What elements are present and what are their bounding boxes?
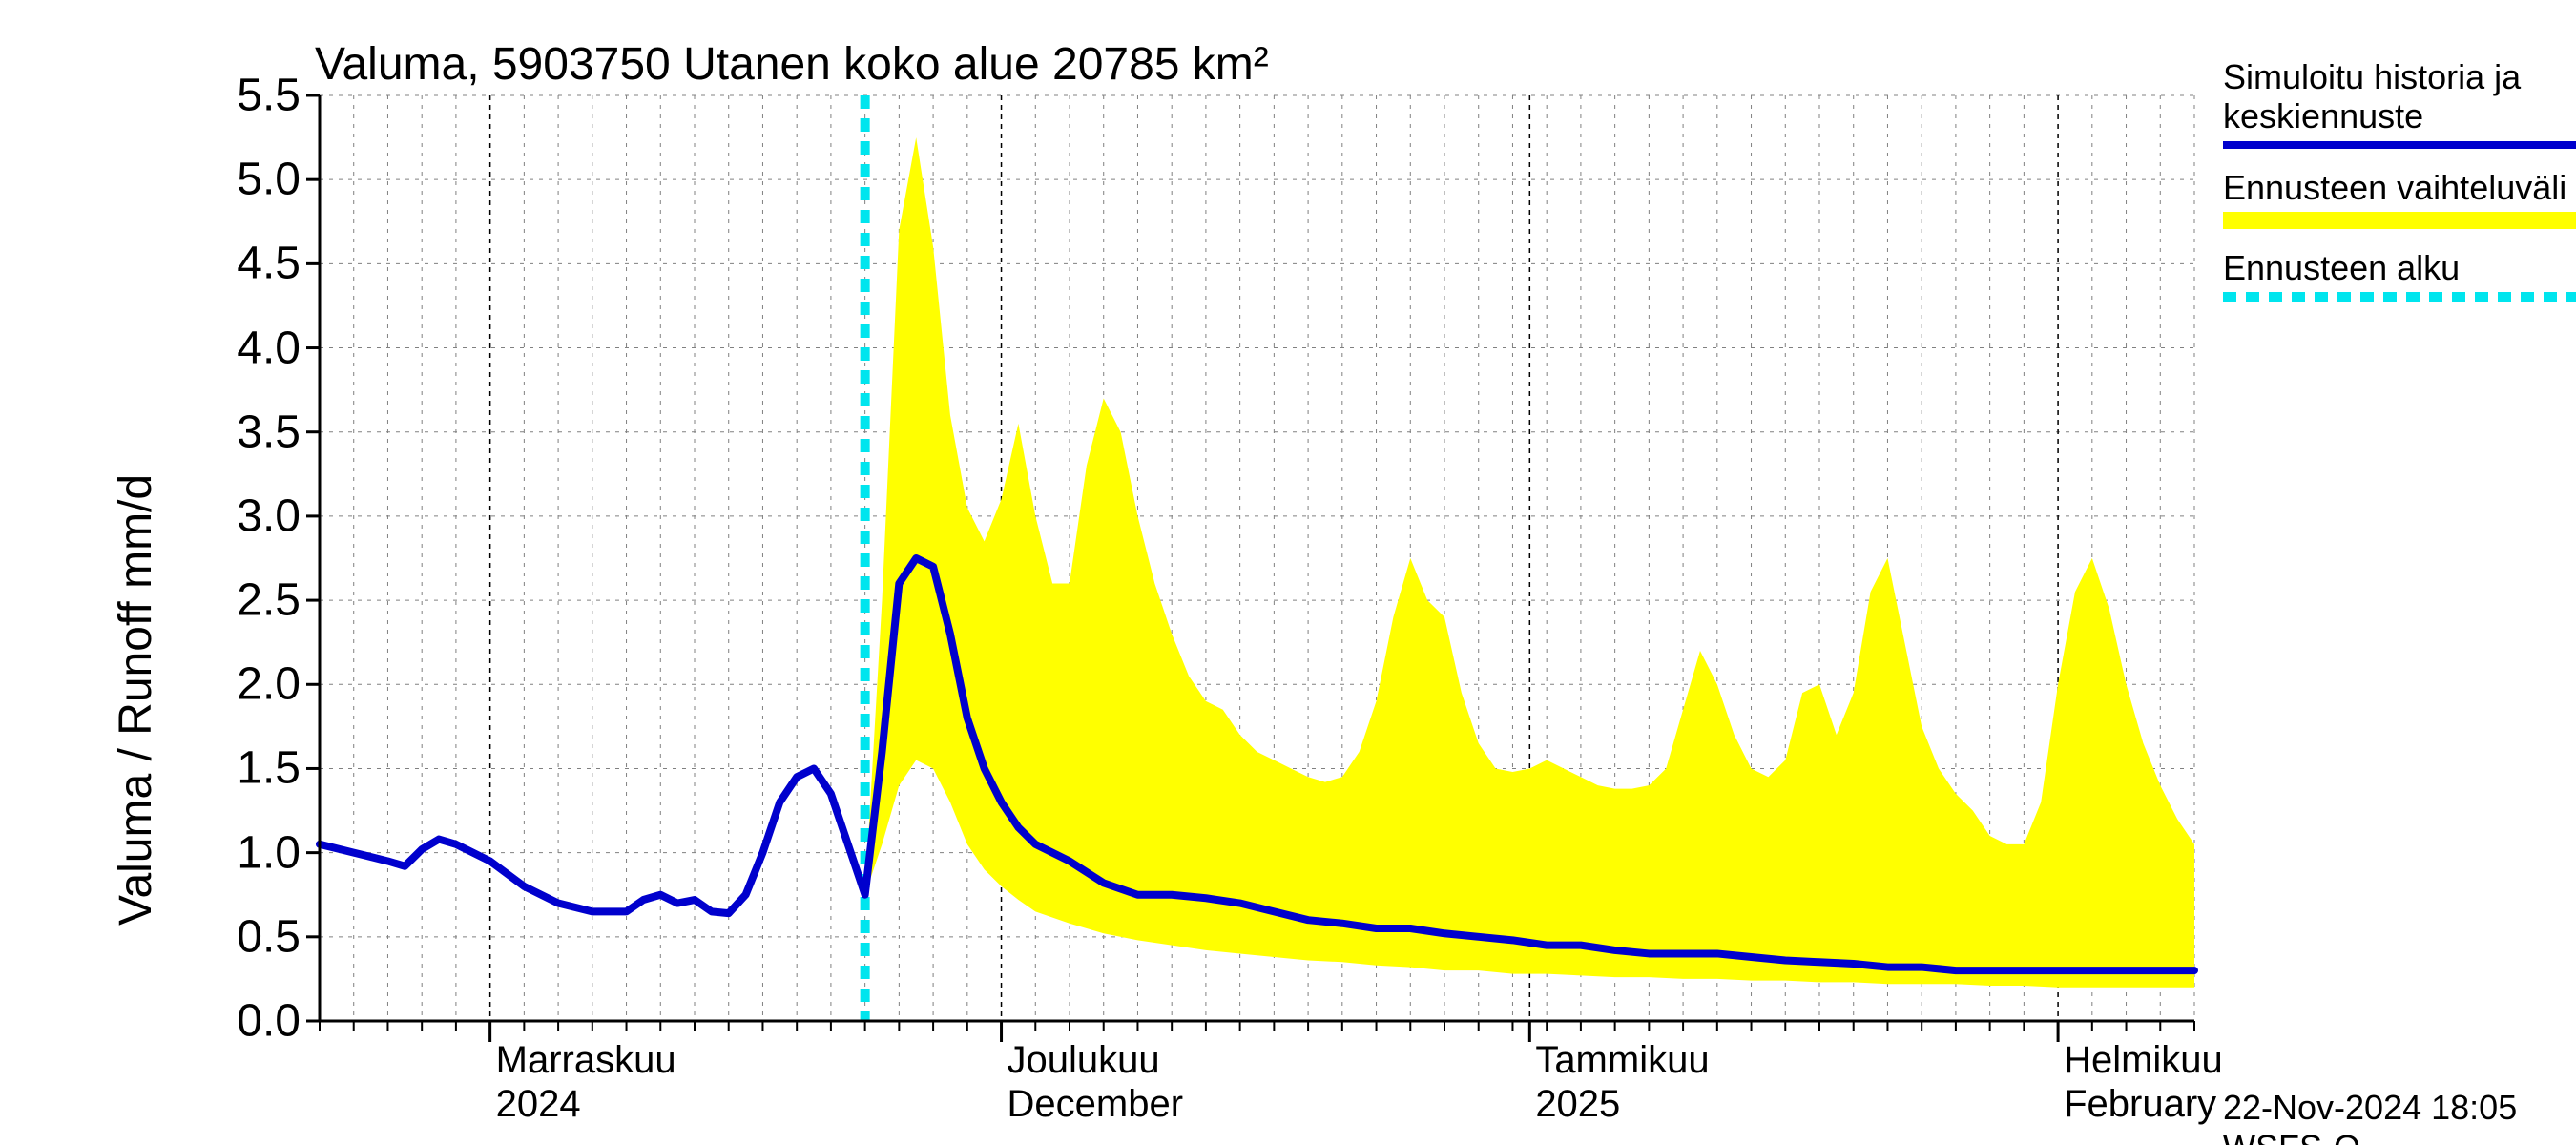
x-ticklabel: Helmikuu February xyxy=(2064,1038,2223,1126)
y-ticklabel: 2.0 xyxy=(196,658,301,711)
y-ticklabel: 1.5 xyxy=(196,742,301,795)
y-ticklabel: 2.5 xyxy=(196,574,301,627)
x-ticklabel: Marraskuu 2024 xyxy=(496,1038,676,1126)
y-ticklabel: 0.0 xyxy=(196,995,301,1048)
legend-swatch xyxy=(2223,141,2576,149)
chart-title: Valuma, 5903750 Utanen koko alue 20785 k… xyxy=(315,38,1269,91)
runoff-chart xyxy=(0,0,2576,1145)
x-ticklabel: Joulukuu December xyxy=(1008,1038,1184,1126)
y-ticklabel: 3.0 xyxy=(196,489,301,542)
y-ticklabel: 3.5 xyxy=(196,406,301,458)
y-ticklabel: 4.5 xyxy=(196,238,301,290)
y-ticklabel: 5.5 xyxy=(196,70,301,122)
legend-swatch xyxy=(2223,292,2576,302)
y-ticklabel: 0.5 xyxy=(196,910,301,963)
x-ticklabel: Tammikuu 2025 xyxy=(1535,1038,1709,1126)
y-ticklabel: 1.0 xyxy=(196,826,301,879)
legend-label: Simuloitu historia ja keskiennuste xyxy=(2223,57,2521,136)
legend-swatch xyxy=(2223,212,2576,229)
chart-footer: 22-Nov-2024 18:05 WSFS-O xyxy=(2223,1088,2576,1145)
legend-label: Ennusteen vaihteluväli xyxy=(2223,168,2566,207)
legend-label: Ennusteen alku xyxy=(2223,248,2460,287)
y-axis-label: Valuma / Runoff mm/d xyxy=(110,474,162,926)
y-ticklabel: 5.0 xyxy=(196,154,301,206)
y-ticklabel: 4.0 xyxy=(196,322,301,374)
